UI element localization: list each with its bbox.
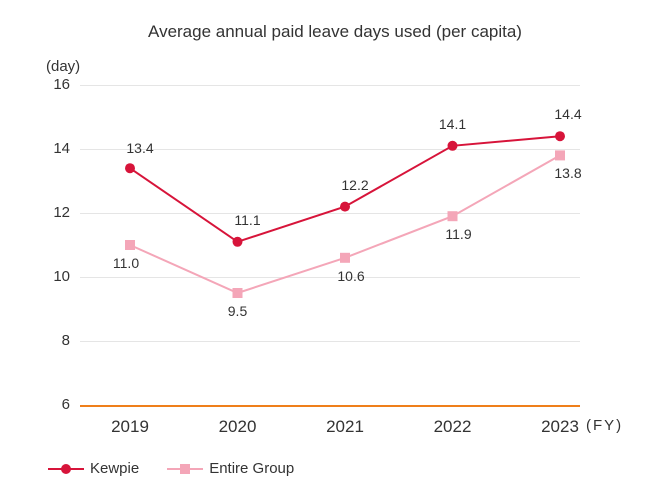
legend-line (167, 468, 203, 470)
x-axis-unit: (FY) (586, 417, 623, 434)
series-marker (125, 163, 135, 173)
square-marker-icon (180, 464, 190, 474)
y-tick-label: 10 (40, 268, 70, 285)
x-tick-label: 2023 (541, 417, 579, 437)
y-tick-label: 14 (40, 140, 70, 157)
data-label: 9.5 (228, 303, 247, 319)
data-label: 14.1 (439, 116, 466, 132)
x-axis-baseline (80, 405, 580, 407)
x-tick-label: 2019 (111, 417, 149, 437)
plot-area: 68101214162019202020212022202313.411.112… (80, 85, 580, 405)
legend: Kewpie Entire Group (48, 460, 294, 477)
data-label: 11.1 (234, 212, 260, 228)
x-tick-label: 2020 (219, 417, 257, 437)
data-label: 11.0 (113, 255, 139, 271)
data-label: 13.4 (126, 140, 153, 156)
data-label: 14.4 (554, 106, 581, 122)
chart-container: Average annual paid leave days used (per… (0, 0, 670, 502)
series-marker (448, 211, 458, 221)
series-marker (340, 253, 350, 263)
series-marker (555, 150, 565, 160)
y-tick-label: 6 (40, 396, 70, 413)
series-marker (125, 240, 135, 250)
legend-label: Kewpie (90, 460, 139, 477)
series-marker (448, 141, 458, 151)
y-tick-label: 16 (40, 76, 70, 93)
legend-item: Kewpie (48, 460, 139, 477)
legend-label: Entire Group (209, 460, 294, 477)
data-label: 12.2 (341, 177, 368, 193)
data-label: 10.6 (337, 268, 364, 284)
series-marker (340, 202, 350, 212)
data-label: 13.8 (554, 165, 581, 181)
series-marker (233, 288, 243, 298)
series-svg (80, 85, 580, 405)
data-label: 11.9 (445, 226, 471, 242)
circle-marker-icon (61, 464, 71, 474)
series-marker (233, 237, 243, 247)
x-tick-label: 2021 (326, 417, 364, 437)
legend-line (48, 468, 84, 470)
y-tick-label: 8 (40, 332, 70, 349)
series-marker (555, 131, 565, 141)
chart-title: Average annual paid leave days used (per… (0, 22, 670, 42)
y-tick-label: 12 (40, 204, 70, 221)
legend-item: Entire Group (167, 460, 294, 477)
y-axis-unit: (day) (46, 58, 80, 75)
x-tick-label: 2022 (434, 417, 472, 437)
